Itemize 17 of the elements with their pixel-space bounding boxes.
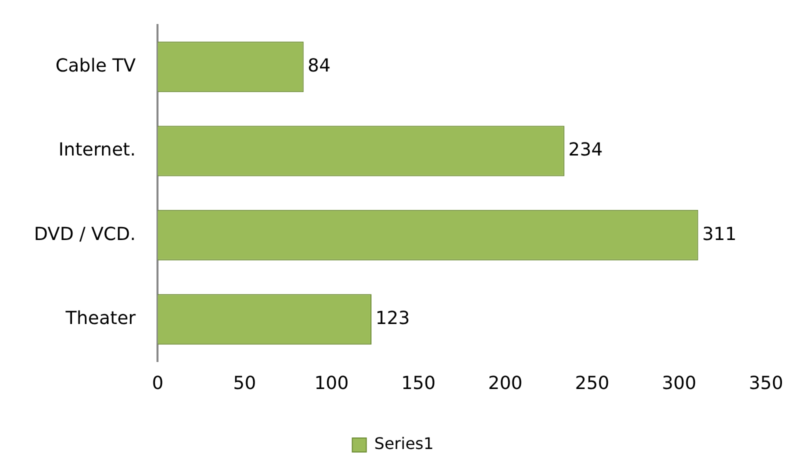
x-tick-label: 200 [488,372,522,394]
x-tick-label: 150 [401,372,436,394]
y-tick-label: Theater [64,308,136,329]
x-tick-label: 0 [152,372,164,394]
y-tick-label: DVD / VCD. [34,224,136,245]
y-tick-label: Internet. [58,140,136,161]
data-label: 84 [308,56,331,77]
data-label: 234 [568,140,603,161]
x-tick-label: 300 [662,372,696,394]
x-tick-label: 350 [748,372,784,394]
data-label: 311 [702,224,737,245]
x-tick-label: 50 [233,372,256,394]
data-label: 123 [375,308,410,329]
y-tick-label: Cable TV [56,56,136,77]
x-tick-label: 250 [575,372,610,394]
legend-label: Series1 [374,434,434,454]
x-tick-label: 100 [314,372,349,394]
